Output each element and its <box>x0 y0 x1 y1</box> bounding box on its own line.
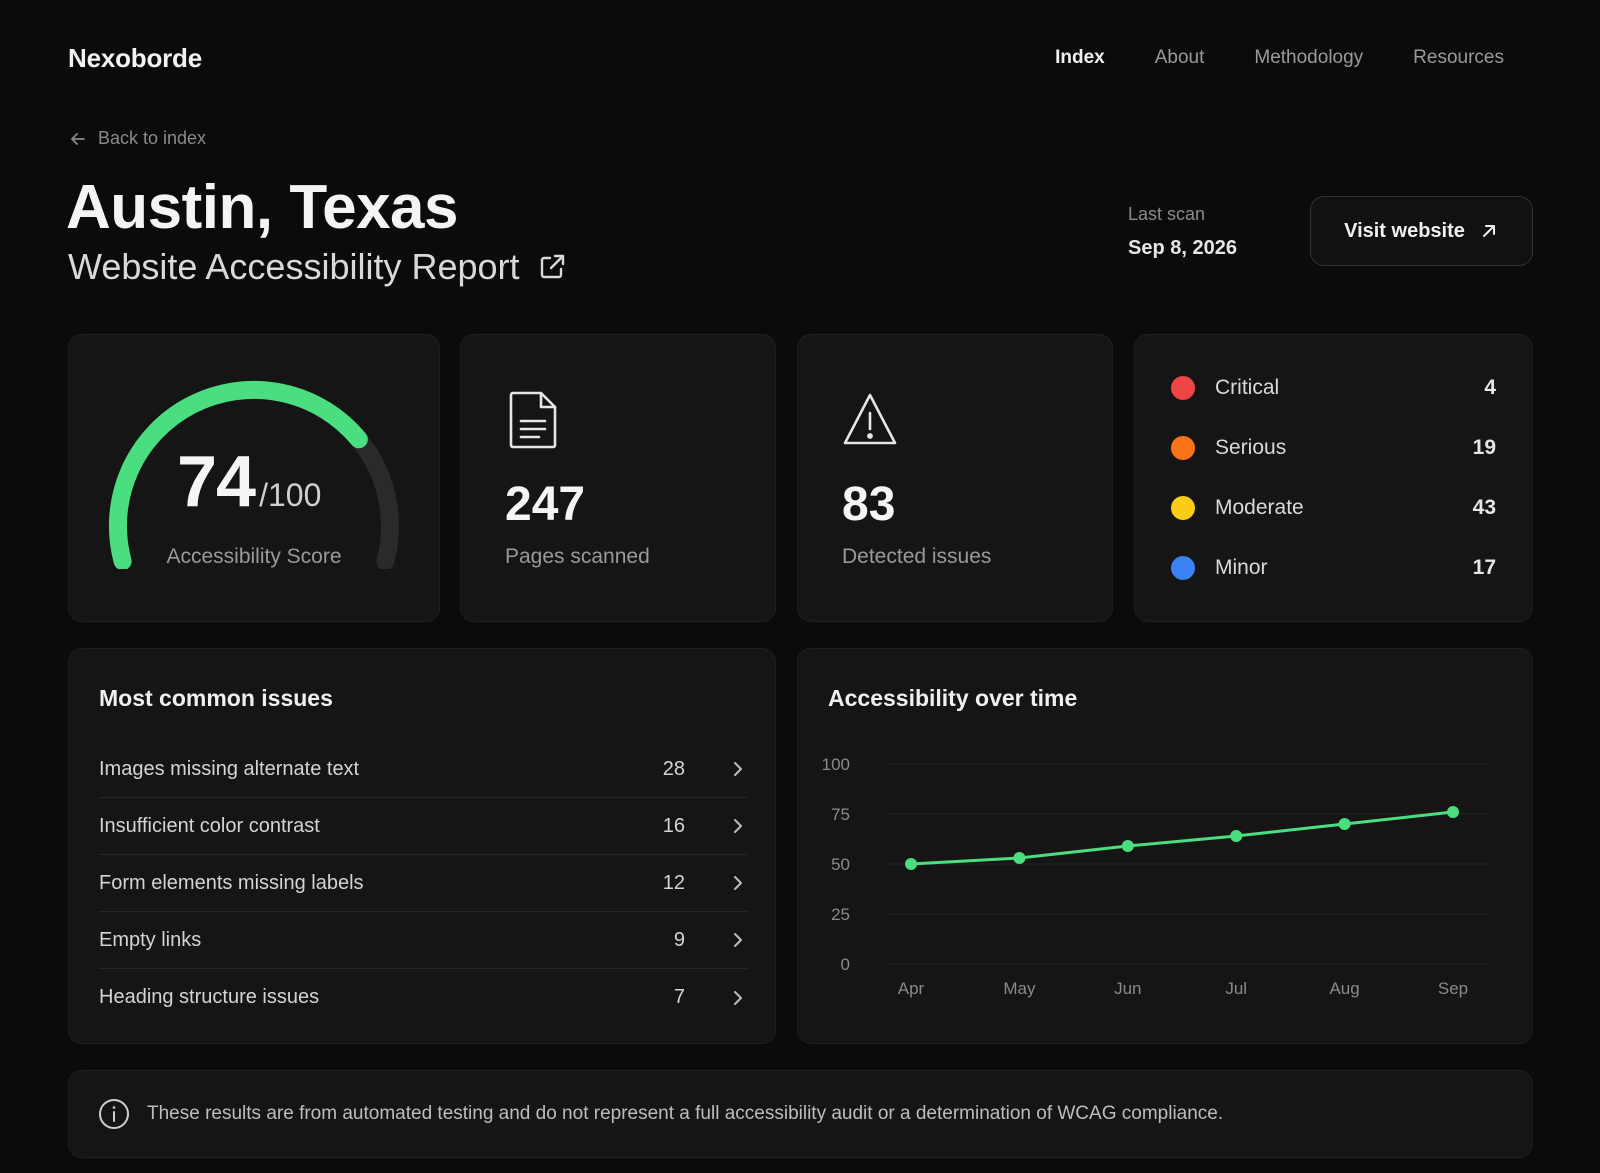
common-issues-list: Images missing alternate text 28 Insuffi… <box>99 741 747 1026</box>
y-tick-label: 75 <box>831 805 850 824</box>
severity-row-serious: Serious 19 <box>1171 433 1496 463</box>
score-value: 74 /100 <box>177 441 321 523</box>
back-link-label: Back to index <box>98 128 207 148</box>
arrow-left-icon <box>71 132 85 145</box>
chevron-right-icon <box>734 819 742 833</box>
detected-issues-card: 83 Detected issues <box>797 334 1113 622</box>
x-tick-label: Apr <box>898 979 925 998</box>
score-card: 74 /100 Accessibility Score <box>68 334 440 622</box>
x-tick-label: Jul <box>1225 979 1247 998</box>
visit-website-button[interactable]: Visit website <box>1310 196 1533 266</box>
detected-issues-value: 83 <box>842 478 896 531</box>
data-point <box>1121 840 1134 852</box>
issue-row[interactable]: Form elements missing labels 12 <box>99 855 747 912</box>
issue-count: 7 <box>673 986 685 1008</box>
y-tick-label: 100 <box>822 755 850 774</box>
minor-dot-icon <box>1171 556 1195 580</box>
issue-count: 16 <box>662 814 685 837</box>
issue-count: 9 <box>673 928 685 951</box>
score-number: 74 <box>177 442 256 522</box>
series-line <box>909 810 1455 866</box>
score-gauge <box>108 380 399 569</box>
pages-scanned-card: 247 Pages scanned <box>460 334 776 622</box>
score-label: Accessibility Score <box>166 545 342 568</box>
pages-scanned-value: 247 <box>505 478 586 531</box>
visit-website-label: Visit website <box>1344 219 1465 242</box>
pages-scanned-label: Pages scanned <box>505 545 650 568</box>
severity-name: Moderate <box>1215 496 1304 519</box>
severity-count: 17 <box>1472 556 1496 579</box>
issue-row[interactable]: Images missing alternate text 28 <box>99 741 747 798</box>
warning-icon <box>843 393 897 445</box>
back-link[interactable]: Back to index <box>68 128 206 149</box>
nav-link-methodology[interactable]: Methodology <box>1254 47 1364 68</box>
issue-name: Images missing alternate text <box>99 757 360 780</box>
chevron-right-icon <box>734 876 742 890</box>
nav-link-index[interactable]: Index <box>1055 47 1105 68</box>
issue-name: Form elements missing labels <box>99 871 364 894</box>
chevron-right-icon <box>734 990 742 1005</box>
y-tick-label: 0 <box>841 955 850 974</box>
severity-breakdown-card: Critical 4 Serious 19 Moderate 43 Minor … <box>1134 334 1533 622</box>
gauge-fill <box>108 380 368 569</box>
score-max: /100 <box>259 477 322 513</box>
disclaimer-notice: These results are from automated testing… <box>68 1070 1533 1158</box>
moderate-dot-icon <box>1171 496 1195 520</box>
severity-count: 4 <box>1484 376 1496 399</box>
chevron-right-icon <box>734 933 742 947</box>
severity-row-critical: Critical 4 <box>1171 373 1496 403</box>
arrow-up-right-icon <box>1482 225 1495 237</box>
issue-row[interactable]: Empty links 9 <box>99 912 747 969</box>
data-point <box>1447 806 1459 818</box>
page-title: Austin, Texas <box>66 173 459 242</box>
data-point <box>1230 830 1243 842</box>
chevron-right-icon <box>734 762 742 776</box>
severity-name: Minor <box>1215 556 1268 579</box>
data-point <box>1338 818 1351 830</box>
severity-name: Critical <box>1215 376 1280 399</box>
last-scan-label: Last scan <box>1128 204 1206 224</box>
nav-link-resources[interactable]: Resources <box>1413 47 1504 68</box>
last-scan: Last scan Sep 8, 2026 <box>1128 204 1237 260</box>
y-tick-label: 25 <box>831 905 850 924</box>
severity-count: 43 <box>1472 496 1496 519</box>
report-subtitle-label: Website Accessibility Report <box>68 246 520 287</box>
chart-title: Accessibility over time <box>828 685 1078 711</box>
x-tick-label: Aug <box>1329 979 1359 998</box>
detected-issues-label: Detected issues <box>842 545 992 568</box>
document-icon <box>509 391 557 449</box>
common-issues-title: Most common issues <box>99 685 333 711</box>
common-issues-card: Most common issues Images missing altern… <box>68 648 776 1044</box>
x-tick-label: Sep <box>1438 979 1468 998</box>
issue-name: Insufficient color contrast <box>99 814 320 837</box>
data-point <box>1013 852 1026 864</box>
nav-links: Index About Methodology Resources <box>1055 47 1504 69</box>
accessibility-chart-card: Accessibility over time 100 75 50 25 0 Apr May… <box>797 648 1533 1044</box>
issue-row[interactable]: Heading structure issues 7 <box>99 969 747 1026</box>
y-tick-label: 50 <box>831 855 850 874</box>
severity-row-minor: Minor 17 <box>1171 553 1496 583</box>
top-nav: Nexoborde Index About Methodology Resour… <box>68 38 1504 78</box>
info-icon <box>99 1099 129 1129</box>
critical-dot-icon <box>1171 376 1195 400</box>
last-scan-date: Sep 8, 2026 <box>1128 237 1237 259</box>
nav-link-about[interactable]: About <box>1154 47 1205 68</box>
brand-logo[interactable]: Nexoborde <box>68 42 203 73</box>
severity-row-moderate: Moderate 43 <box>1171 493 1496 523</box>
x-tick-label: Jun <box>1114 979 1141 998</box>
serious-dot-icon <box>1171 436 1195 460</box>
x-tick-label: May <box>1003 979 1036 998</box>
issue-name: Empty links <box>99 928 202 951</box>
external-link-icon <box>540 254 564 279</box>
accessibility-line-chart: 100 75 50 25 0 Apr May Jun Jul Aug Sep <box>822 755 1488 998</box>
severity-count: 19 <box>1472 436 1496 459</box>
report-subtitle[interactable]: Website Accessibility Report <box>68 246 568 288</box>
issue-row[interactable]: Insufficient color contrast 16 <box>99 798 747 855</box>
issue-count: 28 <box>662 757 685 780</box>
disclaimer-text: These results are from automated testing… <box>147 1103 1224 1124</box>
issue-name: Heading structure issues <box>99 986 320 1008</box>
issue-count: 12 <box>662 871 685 894</box>
data-point <box>905 858 917 870</box>
severity-name: Serious <box>1215 436 1287 459</box>
